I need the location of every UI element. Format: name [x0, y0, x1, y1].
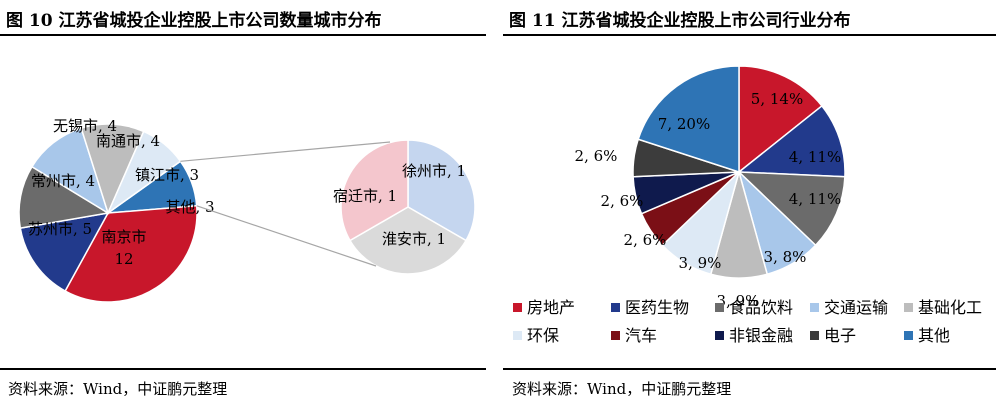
label-value-南京市: 12 [114, 250, 133, 268]
sub-slice-淮安市 [348, 206, 468, 275]
legend-label-房地产: 房地产 [527, 298, 575, 317]
label-镇江市: 镇江市, 3 [135, 166, 199, 184]
legend-swatch-基础化工 [904, 303, 913, 312]
left-bottom-rule [0, 368, 486, 370]
label-交通运输: 3, 8% [764, 248, 807, 266]
label-基础化工: 3, 9% [717, 292, 760, 310]
slice-食品饮料 [737, 171, 846, 247]
sub-slice-宿迁市 [340, 139, 409, 242]
label-房地产: 5, 14% [751, 90, 803, 108]
legend-swatch-汽车 [611, 331, 620, 340]
left-source-note: 资料来源：Wind，中证鹏元整理 [8, 380, 228, 398]
label-食品饮料: 4, 11% [789, 190, 841, 208]
legend-label-医药生物: 医药生物 [625, 298, 689, 317]
left-chart-title: 图 10 江苏省城投企业控股上市公司数量城市分布 [6, 11, 382, 31]
sub-label-淮安市: 淮安市, 1 [382, 230, 446, 248]
sub-label-宿迁市: 宿迁市, 1 [333, 187, 397, 205]
label-电子: 2, 6% [575, 147, 618, 165]
label-常州市: 常州市, 4 [31, 172, 95, 190]
connector-line-bottom [196, 205, 377, 267]
legend-label-其他: 其他 [918, 326, 950, 345]
legend-swatch-房地产 [513, 303, 522, 312]
label-无锡市: 无锡市, 4 [53, 117, 117, 135]
label-其他: 7, 20% [658, 115, 710, 133]
sub-label-徐州市: 徐州市, 1 [402, 162, 466, 180]
connector-line-top [180, 141, 391, 162]
label-医药生物: 4, 11% [789, 148, 841, 166]
legend-label-环保: 环保 [527, 326, 559, 345]
legend-label-汽车: 汽车 [625, 326, 657, 345]
right-source-note: 资料来源：Wind，中证鹏元整理 [512, 380, 732, 398]
slice-无锡市 [30, 127, 110, 215]
label-非银金融: 2, 6% [601, 192, 644, 210]
slice-其他 [637, 65, 740, 174]
slice-南京市 [64, 204, 198, 303]
legend-label-食品饮料: 食品饮料 [729, 298, 793, 317]
legend-label-交通运输: 交通运输 [824, 298, 888, 317]
slice-苏州市 [19, 211, 110, 293]
legend-label-非银金融: 非银金融 [729, 326, 793, 345]
legend-swatch-其他 [904, 331, 913, 340]
right-bottom-rule [503, 368, 996, 370]
legend-label-电子: 电子 [824, 326, 856, 345]
label-苏州市: 苏州市, 5 [28, 220, 92, 238]
right-chart-title: 图 11 江苏省城投企业控股上市公司行业分布 [509, 11, 851, 31]
label-南京市: 南京市 [101, 228, 146, 246]
legend-swatch-环保 [513, 331, 522, 340]
legend-swatch-电子 [810, 331, 819, 340]
legend-swatch-交通运输 [810, 303, 819, 312]
label-南通市: 南通市, 4 [96, 132, 160, 150]
label-汽车: 2, 6% [624, 231, 667, 249]
legend-swatch-非银金融 [715, 331, 724, 340]
legend-swatch-医药生物 [611, 303, 620, 312]
label-其他: 其他, 3 [165, 198, 214, 216]
slice-南通市 [80, 123, 145, 216]
legend-label-基础化工: 基础化工 [918, 298, 982, 317]
slice-医药生物 [736, 104, 846, 178]
slice-房地产 [738, 65, 823, 174]
right-top-rule [503, 34, 996, 36]
sub-slice-徐州市 [407, 139, 476, 242]
legend-swatch-食品饮料 [715, 303, 724, 312]
left-top-rule [0, 34, 486, 36]
slice-常州市 [18, 165, 111, 230]
label-环保: 3, 9% [679, 254, 722, 272]
